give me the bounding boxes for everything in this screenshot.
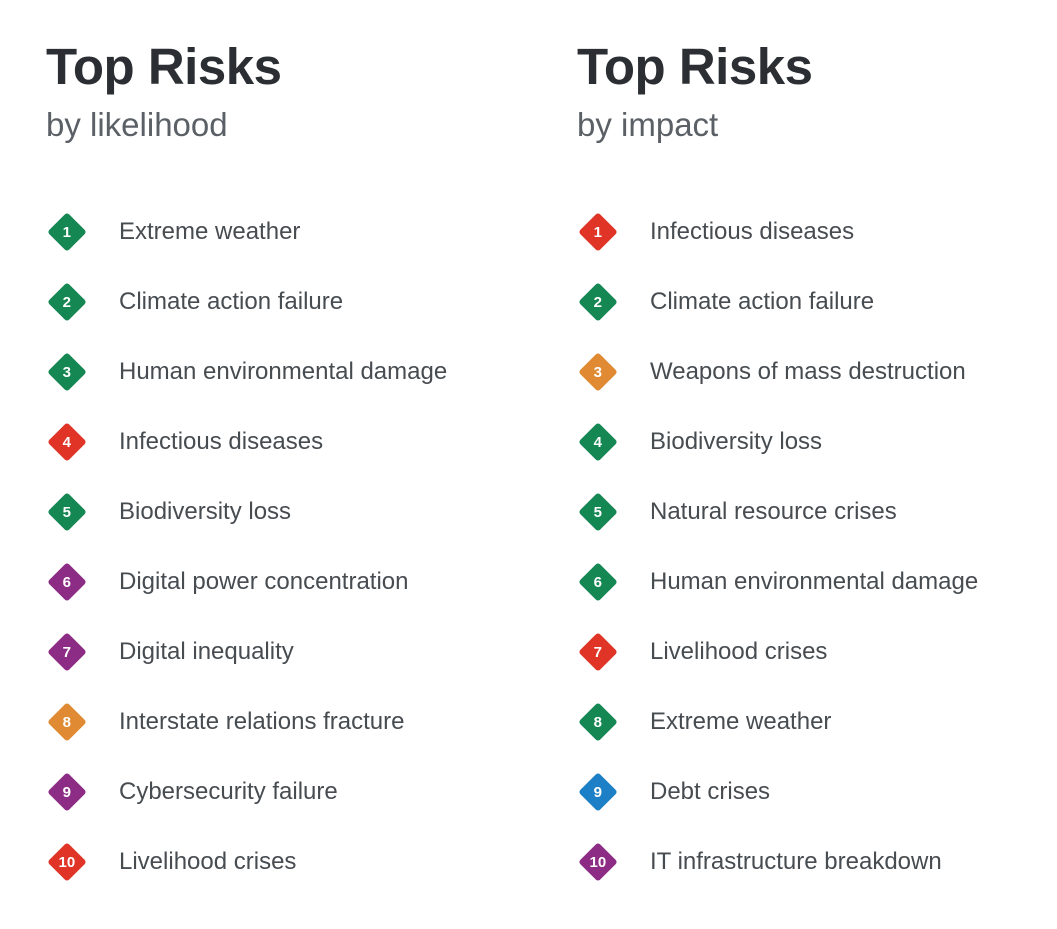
- risk-list-item: 8 Interstate relations fracture: [46, 687, 577, 757]
- risk-label: Digital inequality: [119, 638, 294, 666]
- risk-label: Extreme weather: [119, 218, 301, 246]
- risk-label: Human environmental damage: [650, 568, 979, 596]
- risk-list-item: 2 Climate action failure: [46, 267, 577, 337]
- rank-number: 2: [593, 293, 603, 311]
- risk-label: Cybersecurity failure: [119, 778, 338, 806]
- rank-number: 2: [62, 293, 72, 311]
- risk-list-item: 5 Natural resource crises: [577, 477, 978, 547]
- risk-label: Biodiversity loss: [650, 428, 823, 456]
- rank-number: 8: [593, 713, 603, 731]
- risk-label: Interstate relations fracture: [119, 708, 405, 736]
- rank-number: 10: [58, 853, 76, 871]
- rank-number: 9: [62, 783, 72, 801]
- rank-diamond-icon: 5: [46, 491, 88, 533]
- rank-diamond-icon: 8: [46, 701, 88, 743]
- rank-number: 1: [62, 223, 72, 241]
- risk-list-item: 3 Human environmental damage: [46, 337, 577, 407]
- rank-diamond-icon: 4: [46, 421, 88, 463]
- rank-diamond-icon: 3: [577, 351, 619, 393]
- risk-list-item: 2 Climate action failure: [577, 267, 978, 337]
- risk-list-item: 8 Extreme weather: [577, 687, 978, 757]
- rank-number: 9: [593, 783, 603, 801]
- risk-list-item: 3 Weapons of mass destruction: [577, 337, 978, 407]
- rank-number: 7: [62, 643, 72, 661]
- risk-label: IT infrastructure breakdown: [650, 848, 942, 876]
- panel-by-impact: Top Risks by impact 1 Infectious disease…: [577, 36, 978, 897]
- risk-list-item: 1 Infectious diseases: [577, 197, 978, 267]
- rank-diamond-icon: 10: [46, 841, 88, 883]
- rank-number: 10: [589, 853, 607, 871]
- risk-label: Weapons of mass destruction: [650, 358, 966, 386]
- panel-subtitle-likelihood: by likelihood: [46, 106, 228, 144]
- risk-list-item: 7 Digital inequality: [46, 617, 577, 687]
- rank-number: 1: [593, 223, 603, 241]
- rank-number: 6: [62, 573, 72, 591]
- rank-number: 4: [62, 433, 72, 451]
- rank-diamond-icon: 3: [46, 351, 88, 393]
- rank-diamond-icon: 4: [577, 421, 619, 463]
- panel-subtitle-impact: by impact: [577, 106, 719, 144]
- risk-label: Biodiversity loss: [119, 498, 292, 526]
- rank-diamond-icon: 1: [46, 211, 88, 253]
- rank-diamond-icon: 2: [46, 281, 88, 323]
- risk-label: Infectious diseases: [650, 218, 855, 246]
- risk-label: Livelihood crises: [119, 848, 297, 876]
- rank-diamond-icon: 6: [46, 561, 88, 603]
- risk-list-item: 7 Livelihood crises: [577, 617, 978, 687]
- risk-label: Human environmental damage: [119, 358, 448, 386]
- risk-list-impact: 1 Infectious diseases 2 Climate action f…: [577, 197, 978, 897]
- risk-label: Debt crises: [650, 778, 771, 806]
- rank-number: 7: [593, 643, 603, 661]
- risk-label: Extreme weather: [650, 708, 832, 736]
- rank-diamond-icon: 8: [577, 701, 619, 743]
- rank-diamond-icon: 10: [577, 841, 619, 883]
- risk-label: Infectious diseases: [119, 428, 324, 456]
- panel-by-likelihood: Top Risks by likelihood 1 Extreme weathe…: [46, 36, 577, 897]
- rank-number: 3: [62, 363, 72, 381]
- rank-diamond-icon: 6: [577, 561, 619, 603]
- risk-label: Climate action failure: [650, 288, 875, 316]
- rank-number: 6: [593, 573, 603, 591]
- risk-list-likelihood: 1 Extreme weather 2 Climate action failu…: [46, 197, 577, 897]
- rank-number: 4: [593, 433, 603, 451]
- risk-list-item: 5 Biodiversity loss: [46, 477, 577, 547]
- risk-list-item: 9 Debt crises: [577, 757, 978, 827]
- risk-list-item: 1 Extreme weather: [46, 197, 577, 267]
- panel-title-likelihood: Top Risks: [46, 38, 282, 95]
- rank-number: 5: [593, 503, 603, 521]
- risk-label: Climate action failure: [119, 288, 344, 316]
- rank-number: 3: [593, 363, 603, 381]
- risk-list-item: 6 Human environmental damage: [577, 547, 978, 617]
- rank-diamond-icon: 1: [577, 211, 619, 253]
- rank-diamond-icon: 7: [46, 631, 88, 673]
- rank-diamond-icon: 9: [577, 771, 619, 813]
- risk-list-item: 6 Digital power concentration: [46, 547, 577, 617]
- rank-diamond-icon: 7: [577, 631, 619, 673]
- risk-list-item: 4 Infectious diseases: [46, 407, 577, 477]
- risk-list-item: 10 IT infrastructure breakdown: [577, 827, 978, 897]
- risk-list-item: 10 Livelihood crises: [46, 827, 577, 897]
- rank-diamond-icon: 5: [577, 491, 619, 533]
- panel-title-impact: Top Risks: [577, 38, 813, 95]
- risk-label: Livelihood crises: [650, 638, 828, 666]
- risk-list-item: 9 Cybersecurity failure: [46, 757, 577, 827]
- rank-number: 8: [62, 713, 72, 731]
- rank-diamond-icon: 2: [577, 281, 619, 323]
- rank-number: 5: [62, 503, 72, 521]
- risk-label: Natural resource crises: [650, 498, 897, 526]
- rank-diamond-icon: 9: [46, 771, 88, 813]
- risk-label: Digital power concentration: [119, 568, 409, 596]
- risk-list-item: 4 Biodiversity loss: [577, 407, 978, 477]
- top-risks-board: Top Risks by likelihood 1 Extreme weathe…: [46, 36, 978, 897]
